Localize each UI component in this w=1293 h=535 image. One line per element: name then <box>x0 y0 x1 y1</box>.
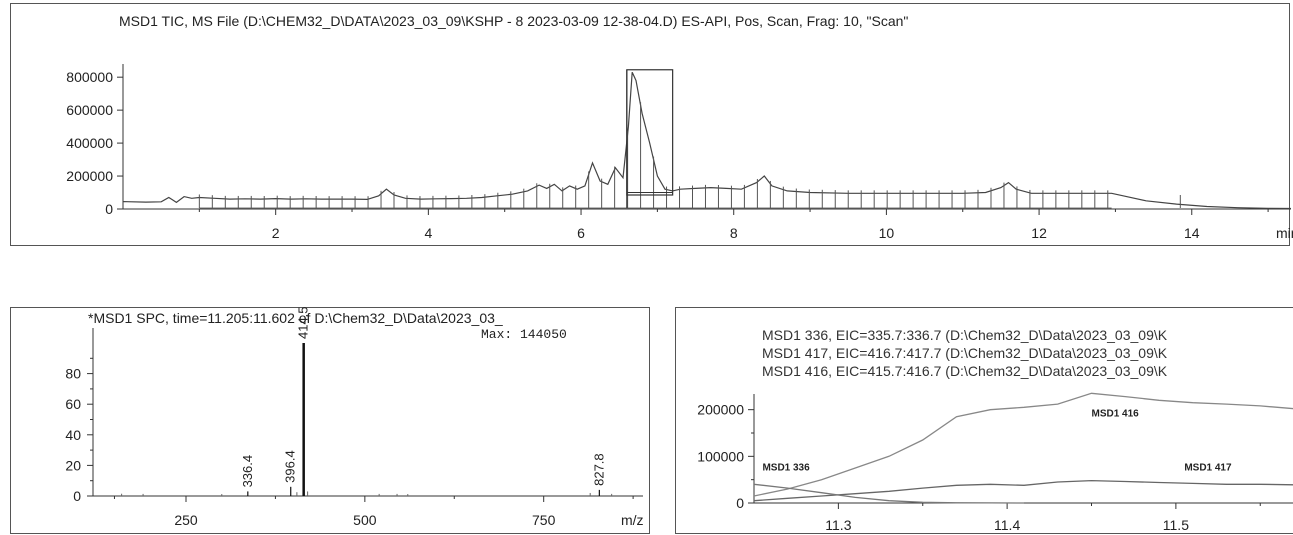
spectrum-peak-label: 827.8 <box>591 453 606 486</box>
eic-chart: MSD1 336, EIC=335.7:336.7 (D:\Chem32_D\D… <box>697 327 1293 533</box>
spectrum-max-annotation: Max: 144050 <box>481 327 567 342</box>
tic-x-tick-label: 10 <box>879 225 895 241</box>
spectrum-x-tick-label: 250 <box>174 512 198 528</box>
spectrum-peak-label: 414.5 <box>296 306 311 339</box>
spectrum-peak-label: 396.4 <box>283 450 298 483</box>
eic-x-tick-label: 11.3 <box>825 517 851 533</box>
tic-y-tick-label: 0 <box>105 201 113 217</box>
eic-series-label: MSD1 416 <box>1092 409 1140 420</box>
eic-legend-line: MSD1 416, EIC=415.7:416.7 (D:\Chem32_D\D… <box>762 363 1168 379</box>
tic-y-tick-label: 600000 <box>66 102 113 118</box>
eic-x-tick-label: 11.5 <box>1163 517 1189 533</box>
eic-trace <box>753 392 1293 497</box>
eic-series-label: MSD1 417 <box>1184 462 1232 473</box>
tic-y-tick-label: 400000 <box>66 135 113 151</box>
spectrum-y-tick-label: 60 <box>65 396 81 412</box>
tic-x-tick-label: 4 <box>424 225 432 241</box>
tic-selection-box <box>626 69 674 196</box>
spectrum-title: *MSD1 SPC, time=11.205:11.602 of D:\Chem… <box>88 310 503 326</box>
tic-y-tick-label: 200000 <box>66 168 113 184</box>
spectrum-x-tick-label: 750 <box>532 512 556 528</box>
tic-x-tick-label: 2 <box>272 225 280 241</box>
tic-chart: MSD1 TIC, MS File (D:\CHEM32_D\DATA\2023… <box>66 13 1293 241</box>
eic-x-tick-label: 11.4 <box>994 517 1020 533</box>
spectrum-peak-label: 336.4 <box>240 455 255 488</box>
tic-x-tick-label: 8 <box>730 225 738 241</box>
tic-y-tick-label: 800000 <box>66 69 113 85</box>
spectrum-y-tick-label: 20 <box>65 457 81 473</box>
eic-series-label: MSD1 336 <box>762 462 810 473</box>
eic-y-tick-label: 0 <box>736 495 744 511</box>
spectrum-x-tick-label: 500 <box>353 512 377 528</box>
mass-spectrum-chart: *MSD1 SPC, time=11.205:11.602 of D:\Chem… <box>65 306 644 528</box>
spectrum-y-tick-label: 0 <box>73 488 81 504</box>
mass-spectrum-panel: *MSD1 SPC, time=11.205:11.602 of D:\Chem… <box>10 306 650 534</box>
tic-x-unit-label: min <box>1276 225 1293 241</box>
spectrum-y-tick-label: 40 <box>65 427 81 443</box>
tic-x-tick-label: 6 <box>577 225 585 241</box>
tic-trace <box>122 71 1292 210</box>
eic-chart-panel: MSD1 336, EIC=335.7:336.7 (D:\Chem32_D\D… <box>675 307 1293 534</box>
eic-y-tick-label: 100000 <box>697 448 744 464</box>
eic-legend-line: MSD1 417, EIC=416.7:417.7 (D:\Chem32_D\D… <box>762 345 1168 361</box>
spectrum-y-tick-label: 80 <box>65 366 81 382</box>
eic-legend-line: MSD1 336, EIC=335.7:336.7 (D:\Chem32_D\D… <box>762 327 1168 343</box>
tic-x-tick-label: 14 <box>1184 225 1200 241</box>
spectrum-x-unit-label: m/z <box>621 512 644 528</box>
tic-chart-title: MSD1 TIC, MS File (D:\CHEM32_D\DATA\2023… <box>119 13 908 29</box>
tic-x-tick-label: 12 <box>1031 225 1047 241</box>
tic-chart-panel: MSD1 TIC, MS File (D:\CHEM32_D\DATA\2023… <box>10 3 1293 246</box>
eic-trace <box>753 479 1293 502</box>
eic-trace <box>753 483 1025 504</box>
eic-y-tick-label: 200000 <box>697 402 744 418</box>
